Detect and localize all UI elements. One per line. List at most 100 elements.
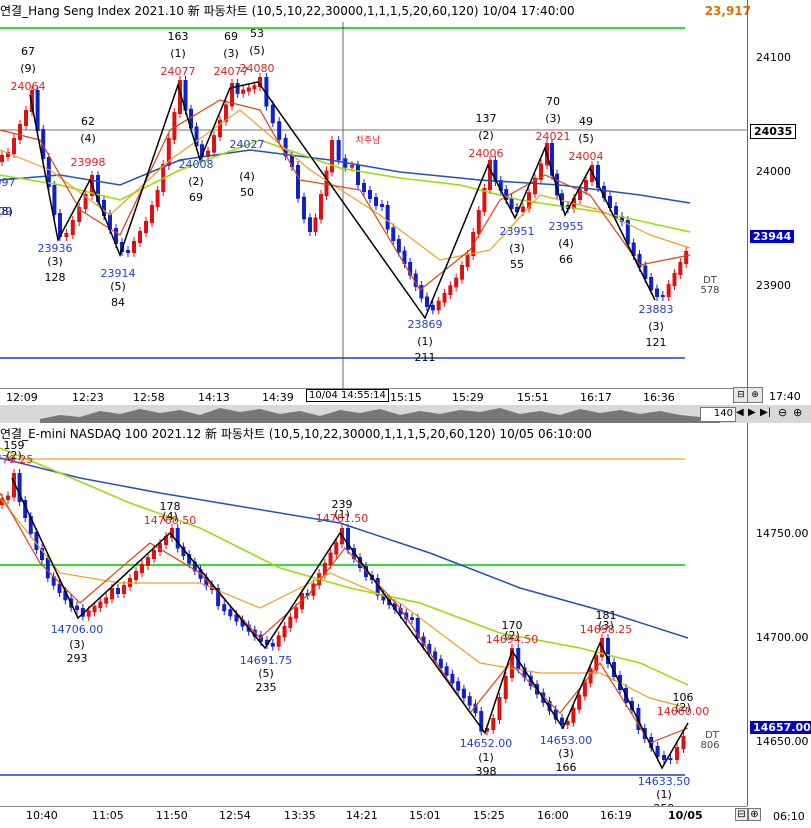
bottom-candle [23,500,28,518]
zoom-minus-icon[interactable]: ⊖ [778,406,788,419]
bottom-zoom-in-icon[interactable]: ⊕ [748,808,761,821]
top-candle [189,108,193,129]
top-candle [643,265,648,279]
bottom-chart-svg[interactable]: 159(2)779.25293(3)14706.00178(4)14760.50… [0,423,747,815]
bottom-candle [322,562,327,576]
bottom-ma-60 [0,447,689,686]
bottom-chart-panel: 연결_E-mini NASDAQ 100 2021.12 新 파동차트 (10,… [0,423,811,815]
top-chart-svg[interactable]: 67(9)2406462(4)23998997(8)09128(3)239368… [0,0,747,388]
top-candle [246,87,251,92]
zoom-in-icon[interactable]: ⊕ [747,387,763,403]
top-candle [324,170,329,196]
bottom-candle [134,571,138,580]
top-wave-price: 23955 [549,220,584,233]
bottom-wave-number: (1) [334,508,350,521]
bottom-wave-line [11,477,689,770]
top-candle [430,305,435,311]
zoom-value-field[interactable]: 140 [700,407,736,422]
scroll-left-icon[interactable]: ◀ [736,407,744,418]
top-candle [58,213,62,237]
scroll-end-icon[interactable]: ▶| [760,407,772,418]
top-wave-number: (1) [170,47,186,60]
bottom-wave-number: (3) [558,747,574,760]
top-candle [178,80,182,114]
top-chart-title: 연결_Hang Seng Index 2021.10 新 파동차트 (10,5,… [0,4,575,18]
top-ma-120 [0,149,691,204]
top-candle [374,197,378,206]
bottom-price-axis[interactable]: 14750.00 14700.00 14650.00 14657.00 [748,423,811,806]
top-candle [631,242,636,256]
top-candle [206,150,210,157]
top-candle [102,200,106,216]
bottom-wave-count: 181 [596,609,617,622]
bottom-wave-number: (2) [6,449,22,462]
top-candle [527,192,531,209]
top-candle [402,250,407,264]
top-wave-count: 84 [111,296,125,309]
top-wave-line [29,81,656,320]
top-candle [52,185,57,215]
bottom-candle [40,548,44,560]
top-price-axis[interactable]: 24100 24000 23900 24035 23944 [748,0,811,388]
top-candle [41,129,46,159]
top-candle [194,126,199,147]
bottom-candle [170,528,174,538]
top-candle [336,140,341,161]
top-wave-number: (4) [239,170,255,183]
bottom-candle [222,604,227,612]
top-candle [258,77,262,88]
bottom-candle [553,709,558,720]
top-current-price: 23,917 [704,4,751,18]
top-wave-count: 66 [559,253,573,266]
bottom-candle [547,700,552,712]
bottom-wave-price: 779.25 [0,453,33,466]
bottom-candle [485,728,489,732]
bottom-candle [192,561,197,572]
bottom-candle [503,676,508,699]
bottom-candle [110,588,114,600]
top-time-label: 12:58 [133,391,165,404]
top-candle [6,152,10,157]
top-wave-price: 24008 [179,158,214,171]
bottom-candle [381,593,386,601]
bottom-candle [92,606,97,613]
top-wave-number: (9) [20,62,36,75]
top-candle [24,110,28,126]
top-candle [596,165,600,188]
bottom-candle [612,662,616,677]
bottom-plot-area[interactable]: 159(2)779.25293(3)14706.00178(4)14760.50… [0,423,748,815]
top-candle [350,165,354,168]
top-crosshair-time-tag: 10/04 14:55:14 [306,389,389,402]
top-candle [35,90,40,131]
zoom-plus-icon[interactable]: ⊕ [793,406,803,419]
bottom-candle [497,697,502,720]
bottom-candle [528,675,533,687]
bottom-candle [410,617,414,620]
bottom-wave-price: 14761.50 [316,512,369,525]
bottom-candle [234,614,239,622]
top-wave-price: 23914 [101,267,136,280]
top-candle [46,157,51,187]
bottom-last-price-tag: 14657.00 [750,721,811,734]
bottom-candle [0,498,4,505]
top-candle [235,83,240,94]
chart-scroll-strip[interactable]: ⊟ ⊕ 140 ◀ ▶ ▶| ⊖ ⊕ [0,387,811,423]
bottom-candle [328,552,333,565]
top-time-label: 15:29 [452,391,484,404]
bottom-candle [565,720,570,725]
bottom-zoom-out-icon[interactable]: ⊟ [735,808,748,821]
top-candle [70,220,75,235]
bottom-time-label: 12:54 [219,809,251,822]
top-candle [144,221,148,233]
top-wave-price: 09 [0,205,12,218]
scroll-right-icon[interactable]: ▶ [748,407,756,418]
top-candle [302,196,306,220]
top-plot-area[interactable]: 67(9)2406462(4)23998997(8)09128(3)239368… [0,0,748,388]
bottom-dt-label: DT [705,730,720,741]
bottom-candle [456,681,461,691]
top-candle [684,251,689,264]
bottom-candle [122,585,126,594]
bottom-candle [398,607,403,615]
top-candle [368,190,372,199]
top-wave-number: (3) [648,320,664,333]
